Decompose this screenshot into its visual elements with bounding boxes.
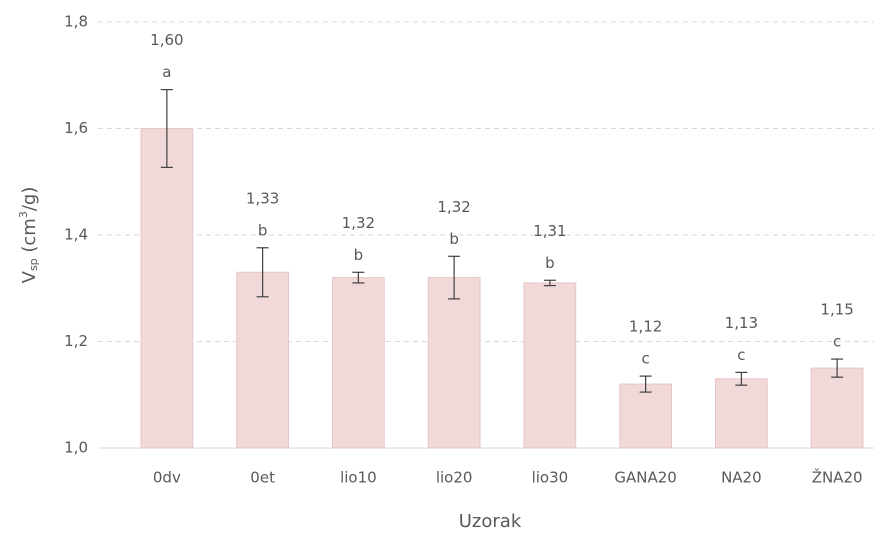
value-label: 1,31	[533, 222, 566, 240]
significance-letter: c	[737, 346, 745, 364]
y-tick-label: 1,2	[64, 332, 88, 350]
x-axis-label: Uzorak	[459, 511, 522, 532]
significance-letter: b	[354, 246, 364, 264]
x-tick-label: lio10	[340, 469, 377, 487]
y-label-sub: sp	[27, 258, 40, 271]
bar	[619, 383, 672, 449]
x-tick-label: NA20	[721, 469, 762, 487]
value-label: 1,32	[342, 214, 375, 232]
significance-letter: b	[449, 230, 459, 248]
value-label: 1,60	[150, 31, 183, 49]
y-tick-label: 1,8	[64, 13, 88, 31]
y-label-sup: 3	[17, 211, 30, 218]
significance-letter: c	[833, 333, 841, 351]
bar	[140, 128, 194, 449]
bar	[332, 277, 385, 449]
significance-letter: b	[258, 221, 268, 239]
x-tick-label: ŽNA20	[812, 468, 863, 487]
x-tick-label: lio30	[532, 469, 569, 487]
x-tick-label: lio20	[436, 469, 473, 487]
y-tick-label: 1,4	[64, 226, 88, 244]
x-tick-label: 0et	[250, 469, 275, 487]
value-label: 1,33	[246, 189, 279, 207]
value-label: 1,12	[629, 318, 662, 336]
value-label: 1,13	[725, 314, 758, 332]
bar	[236, 271, 289, 449]
value-label: 1,15	[820, 301, 853, 319]
bar	[715, 378, 768, 449]
significance-letter: b	[545, 254, 555, 272]
y-label-part: V	[19, 270, 40, 283]
significance-letter: a	[162, 63, 171, 81]
bar	[810, 367, 864, 449]
bar	[523, 282, 577, 449]
bar	[427, 277, 481, 449]
value-label: 1,32	[437, 198, 470, 216]
x-tick-label: GANA20	[614, 469, 676, 487]
y-label-part: /g)	[19, 187, 40, 212]
significance-letter: c	[642, 350, 650, 368]
y-tick-label: 1,0	[64, 439, 88, 457]
y-axis-label: Vsp (cm3/g)	[17, 187, 40, 284]
y-label-part: (cm	[19, 218, 40, 258]
x-tick-label: 0dv	[153, 469, 181, 487]
y-tick-label: 1,6	[64, 119, 88, 137]
